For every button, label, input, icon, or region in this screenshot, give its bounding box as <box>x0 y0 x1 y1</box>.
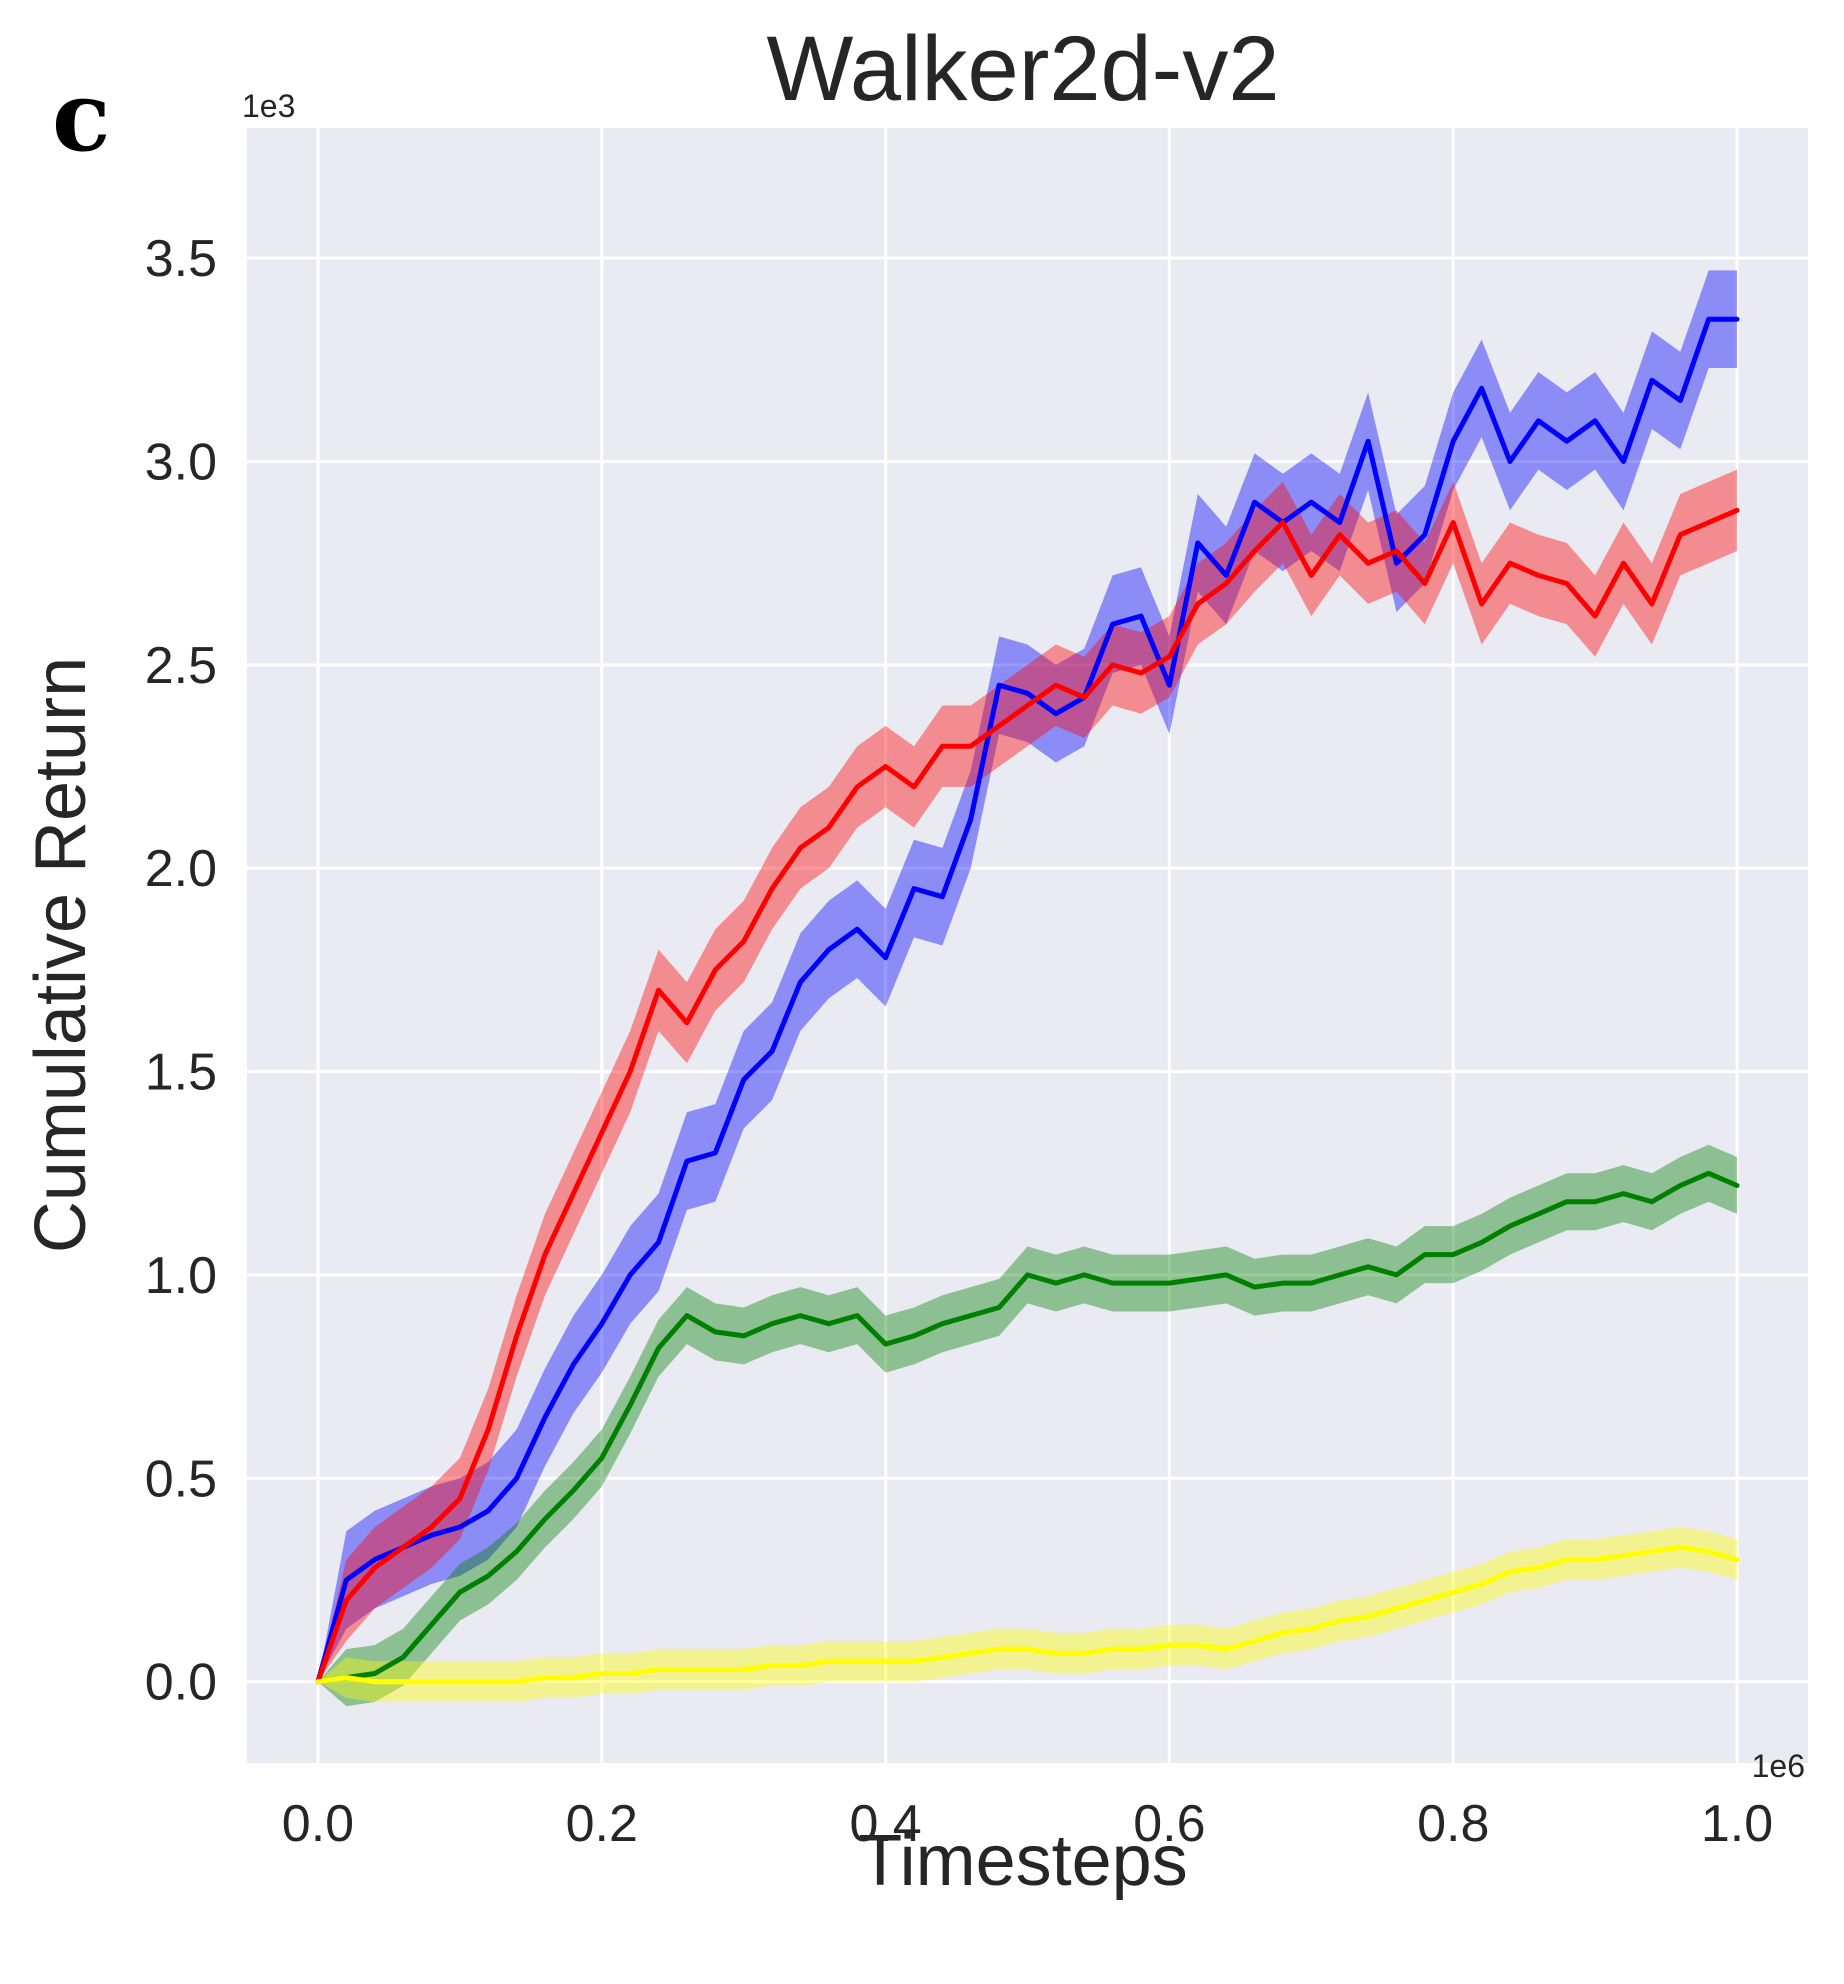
band-blue <box>318 270 1737 1682</box>
line-yellow <box>315 1544 1740 1685</box>
y-tick-label: 0.0 <box>145 1654 217 1712</box>
line-green <box>315 1170 1740 1685</box>
x-tick-label: 0.2 <box>566 1795 638 1853</box>
x-tick-label: 0.4 <box>849 1795 921 1853</box>
series-lines <box>315 316 1740 1685</box>
y-tick-label: 2.0 <box>145 840 217 898</box>
grid <box>247 128 1808 1763</box>
y-multiplier: 1e3 <box>242 88 295 124</box>
y-tick-label: 1.0 <box>145 1247 217 1305</box>
y-tick-labels: 0.0 0.5 1.0 1.5 2.0 2.5 3.0 3.5 <box>145 230 217 1712</box>
y-tick-label: 3.5 <box>145 230 217 288</box>
y-tick-label: 2.5 <box>145 637 217 695</box>
y-axis-label: Cumulative Return <box>21 657 101 1253</box>
band-yellow <box>318 1527 1737 1702</box>
y-tick-label: 0.5 <box>145 1450 217 1508</box>
x-axis-label: Timesteps <box>858 1821 1187 1901</box>
x-tick-labels: 0.0 0.2 0.4 0.6 0.8 1.0 <box>282 1795 1773 1853</box>
band-green <box>318 1144 1737 1707</box>
x-tick-label: 0.6 <box>1133 1795 1205 1853</box>
panel-label: c <box>52 60 110 173</box>
y-tick-label: 3.0 <box>145 434 217 492</box>
x-tick-label: 1.0 <box>1701 1795 1773 1853</box>
x-multiplier: 1e6 <box>1752 1748 1805 1784</box>
y-tick-label: 1.5 <box>145 1044 217 1102</box>
x-tick-label: 0.8 <box>1417 1795 1489 1853</box>
line-red <box>315 507 1740 1685</box>
line-blue <box>315 316 1740 1685</box>
chart-title: Walker2d-v2 <box>767 18 1280 120</box>
confidence-bands <box>318 270 1737 1707</box>
x-tick-label: 0.0 <box>282 1795 354 1853</box>
band-red <box>318 469 1737 1682</box>
